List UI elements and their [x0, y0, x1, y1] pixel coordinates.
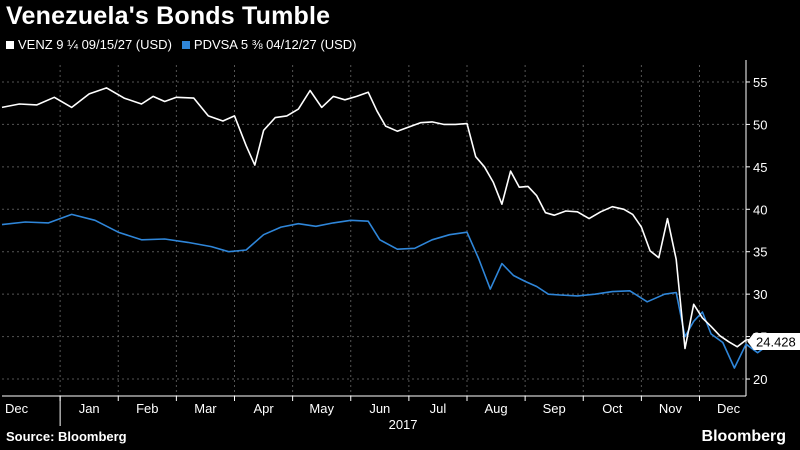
source-note: Source: Bloomberg	[6, 429, 127, 444]
brand-logo: Bloomberg	[701, 428, 786, 445]
legend-swatch-venz	[6, 40, 14, 49]
legend-item-venz: VENZ 9 ¼ 09/15/27 (USD)	[6, 37, 172, 52]
x-tick-label: Sep	[543, 401, 566, 416]
chart-title: Venezuela's Bonds Tumble	[6, 2, 331, 30]
x-tick-label: Feb	[136, 401, 158, 416]
legend: VENZ 9 ¼ 09/15/27 (USD) PDVSA 5 ⅜ 04/12/…	[6, 37, 357, 52]
y-tick-label: 45	[753, 160, 767, 175]
y-tick-label: 50	[753, 117, 767, 132]
legend-swatch-pdvsa	[181, 40, 190, 49]
x-axis-year-label: 2017	[389, 417, 418, 432]
series-lines	[1, 87, 770, 369]
y-tick-label: 35	[753, 245, 767, 260]
y-tick-label: 40	[753, 202, 767, 217]
y-tick-label: 30	[753, 287, 767, 302]
series-line-0	[1, 87, 770, 350]
y-tick-label: 55	[753, 75, 767, 90]
x-tick-label: Dec	[5, 401, 29, 416]
y-tick-label: 20	[753, 372, 767, 387]
last-value-box	[747, 332, 800, 350]
x-tick-label: May	[309, 401, 334, 416]
legend-label-venz: VENZ 9 ¼ 09/15/27 (USD)	[18, 37, 172, 52]
x-tick-label: Apr	[253, 401, 274, 416]
x-tick-label: Nov	[659, 401, 683, 416]
x-axis: Dec Jan Feb Mar Apr May Jun Jul Aug Sep Oct Nov Dec 2…	[2, 395, 746, 432]
legend-item-pdvsa: PDVSA 5 ⅜ 04/12/27 (USD)	[181, 37, 357, 52]
x-tick-label: Aug	[484, 401, 507, 416]
x-tick-label: Jul	[430, 401, 447, 416]
last-value-label: 24.428	[756, 334, 796, 349]
last-value-annotation: 24.428	[747, 332, 800, 350]
x-tick-label: Oct	[602, 401, 623, 416]
x-tick-label: Dec	[717, 401, 741, 416]
x-tick-label: Jan	[79, 401, 100, 416]
legend-label-pdvsa: PDVSA 5 ⅜ 04/12/27 (USD)	[193, 37, 357, 52]
series-line-1	[1, 213, 770, 369]
x-tick-label: Mar	[194, 401, 217, 416]
x-tick-label: Jun	[369, 401, 390, 416]
